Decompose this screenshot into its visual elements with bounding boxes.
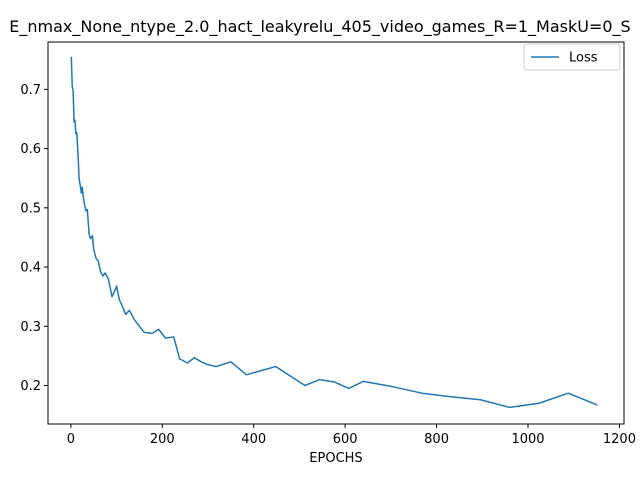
y-tick-label: 0.4 [20,261,41,276]
axis-ticks: 0 200 400 600 800 1000 1200 0.2 0.3 0.4 0.5 0.6 0.7 [20,83,636,447]
legend-label-loss: Loss [569,51,598,66]
legend: Loss [523,43,621,71]
x-axis-label: EPOCHS [309,451,362,466]
x-tick-label: 800 [424,432,449,447]
series-line-loss [70,56,598,409]
legend-box [523,43,621,71]
y-tick-label: 0.5 [20,201,41,216]
chart-title: E_nmax_None_ntype_2.0_hact_leakyrelu_405… [9,17,630,37]
x-tick-label: 400 [241,432,266,447]
x-tick-label: 1000 [511,432,544,447]
y-tick-label: 0.3 [20,320,41,335]
y-tick-label: 0.7 [20,83,41,98]
y-tick-label: 0.2 [20,379,41,394]
y-tick-label: 0.6 [20,142,41,157]
x-tick-label: 600 [333,432,358,447]
x-tick-label: 0 [67,432,75,447]
plot-area [70,56,598,409]
x-tick-label: 1200 [603,432,636,447]
axes-frame [47,41,625,425]
x-tick-label: 200 [150,432,175,447]
